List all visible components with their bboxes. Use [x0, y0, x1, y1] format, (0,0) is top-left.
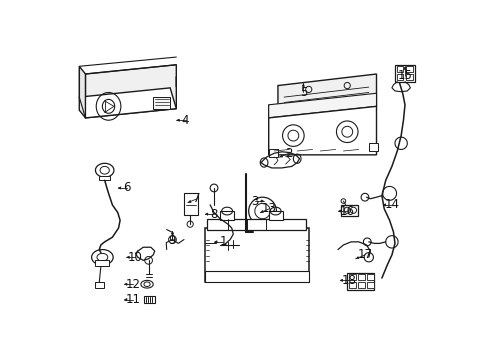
- Polygon shape: [79, 66, 85, 118]
- Bar: [396, 74, 403, 80]
- Bar: [396, 66, 403, 72]
- Polygon shape: [268, 149, 277, 157]
- Bar: [153, 97, 170, 109]
- Text: 5: 5: [299, 86, 306, 99]
- Polygon shape: [277, 74, 376, 118]
- Text: 14: 14: [384, 198, 399, 211]
- Bar: [394, 65, 414, 82]
- Bar: [143, 296, 154, 303]
- Text: 13: 13: [262, 202, 276, 215]
- Bar: [220, 211, 234, 220]
- Text: 12: 12: [125, 278, 141, 291]
- Bar: [183, 193, 198, 215]
- Bar: [405, 74, 412, 80]
- Bar: [204, 271, 308, 282]
- Text: 11: 11: [125, 293, 141, 306]
- Bar: [405, 66, 412, 72]
- Text: 2: 2: [285, 147, 292, 160]
- Text: 1: 1: [219, 235, 226, 248]
- Bar: [341, 205, 357, 216]
- Bar: [348, 274, 355, 280]
- Text: 6: 6: [123, 181, 130, 194]
- Polygon shape: [368, 143, 377, 151]
- Text: 18: 18: [341, 274, 355, 287]
- Bar: [346, 273, 373, 289]
- Bar: [95, 260, 109, 266]
- Text: 16: 16: [339, 204, 354, 217]
- Text: 10: 10: [128, 251, 142, 264]
- Polygon shape: [268, 93, 376, 118]
- Bar: [268, 211, 282, 220]
- Bar: [366, 282, 373, 288]
- Text: 9: 9: [168, 234, 176, 247]
- Text: 3: 3: [251, 194, 258, 208]
- Bar: [204, 228, 308, 282]
- Bar: [348, 282, 355, 288]
- Text: 7: 7: [193, 192, 201, 205]
- Bar: [95, 282, 104, 288]
- Text: 17: 17: [357, 248, 372, 261]
- Bar: [357, 274, 364, 280]
- Polygon shape: [268, 105, 277, 155]
- Polygon shape: [268, 106, 376, 155]
- Polygon shape: [79, 88, 176, 118]
- Text: 8: 8: [210, 208, 217, 221]
- Polygon shape: [85, 65, 176, 118]
- Text: 4: 4: [182, 114, 189, 127]
- Bar: [357, 282, 364, 288]
- Bar: [99, 176, 110, 180]
- Text: 15: 15: [397, 69, 411, 82]
- Polygon shape: [253, 219, 271, 228]
- Bar: [207, 219, 306, 230]
- Bar: [366, 274, 373, 280]
